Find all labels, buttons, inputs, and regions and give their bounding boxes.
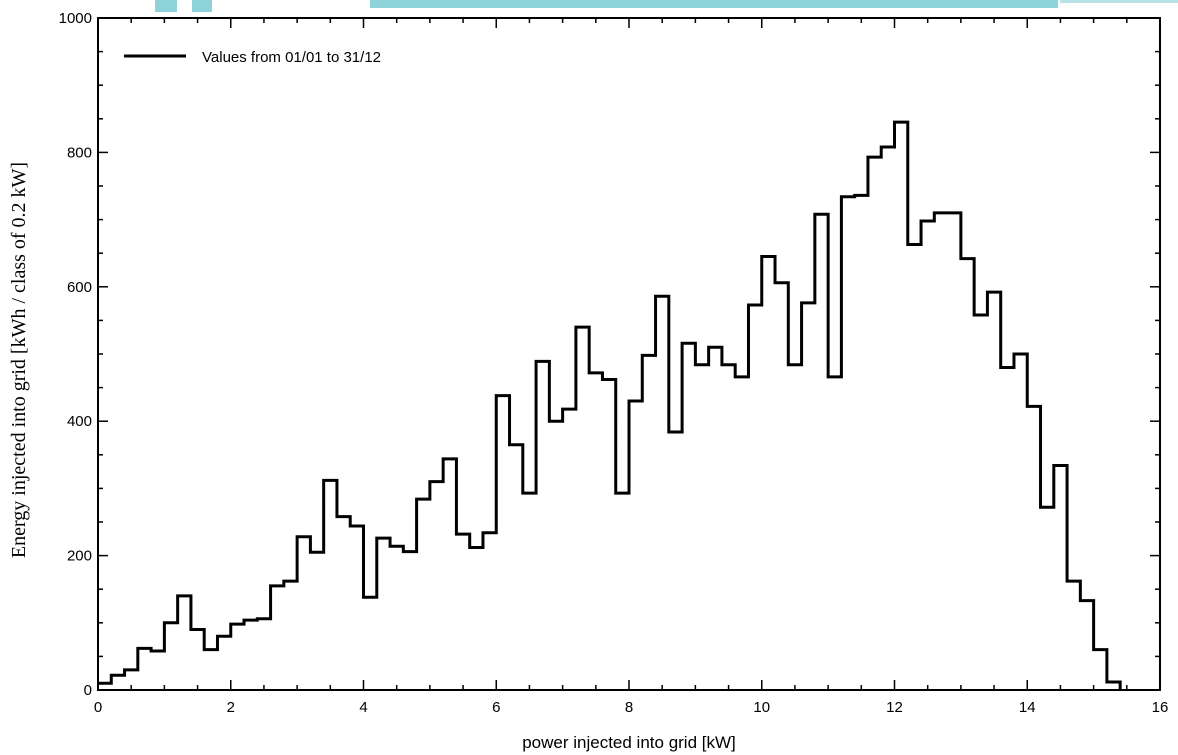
y-tick-label: 1000: [59, 10, 92, 27]
x-tick-label: 4: [359, 699, 367, 716]
x-tick-label: 16: [1152, 699, 1169, 716]
x-tick-label: 6: [492, 699, 500, 716]
x-tick-label: 10: [753, 699, 770, 716]
series-step-line: [98, 120, 1122, 690]
legend: Values from 01/01 to 31/12: [124, 49, 381, 66]
x-tick-label: 8: [625, 699, 633, 716]
x-tick-label: 2: [227, 699, 235, 716]
y-axis-label: Energy injected into grid [kWh / class o…: [8, 162, 30, 558]
y-tick-label: 400: [67, 413, 92, 430]
top-crop-artifact: [155, 0, 1178, 12]
legend-label: Values from 01/01 to 31/12: [202, 49, 381, 66]
x-tick-label: 0: [94, 699, 102, 716]
x-axis-label: power injected into grid [kW]: [522, 733, 736, 752]
y-tick-label: 200: [67, 548, 92, 565]
y-tick-label: 600: [67, 279, 92, 296]
x-tick-label: 12: [886, 699, 903, 716]
ticks: 0 2 4 6 8 10 12 14 16 0 200 400 600 800 1000: [59, 10, 1169, 716]
y-tick-label: 800: [67, 144, 92, 161]
y-tick-label: 0: [84, 682, 92, 699]
x-tick-label: 14: [1019, 699, 1036, 716]
